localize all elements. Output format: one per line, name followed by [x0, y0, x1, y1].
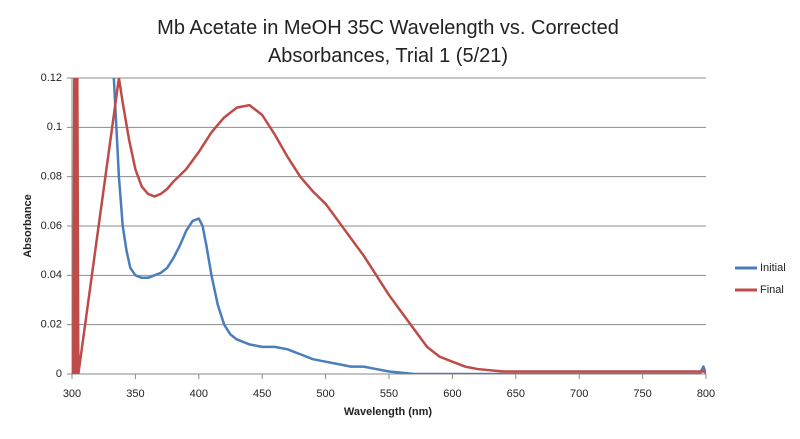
legend-label: Initial	[760, 262, 786, 274]
x-tick-label: 600	[443, 388, 461, 400]
y-tick-label: 0.08	[41, 171, 62, 183]
x-axis-label: Wavelength (nm)	[344, 406, 433, 418]
chart-title: Mb Acetate in MeOH 35C Wavelength vs. Co…	[157, 17, 619, 67]
x-tick-label: 800	[697, 388, 715, 400]
series-line	[72, 78, 706, 374]
x-tick-label: 400	[190, 388, 208, 400]
legend-label: Final	[760, 284, 784, 296]
y-tick-label: 0.12	[41, 72, 62, 84]
y-tick-label: 0.04	[41, 269, 62, 281]
x-tick-label: 650	[507, 388, 525, 400]
plot-area	[72, 78, 706, 374]
y-tick-label: 0.1	[47, 121, 62, 133]
x-tick-label: 300	[63, 388, 81, 400]
series-line	[112, 78, 706, 374]
y-tick-label: 0.02	[41, 319, 62, 331]
x-tick-label: 550	[380, 388, 398, 400]
x-tick-label: 750	[633, 388, 651, 400]
x-tick-label: 350	[126, 388, 144, 400]
x-tick-label: 500	[316, 388, 334, 400]
y-tick-label: 0.06	[41, 220, 62, 232]
x-tick-label: 450	[253, 388, 271, 400]
y-tick-label: 0	[56, 368, 62, 380]
x-tick-label: 700	[570, 388, 588, 400]
y-axis-label: Absorbance	[22, 194, 34, 258]
